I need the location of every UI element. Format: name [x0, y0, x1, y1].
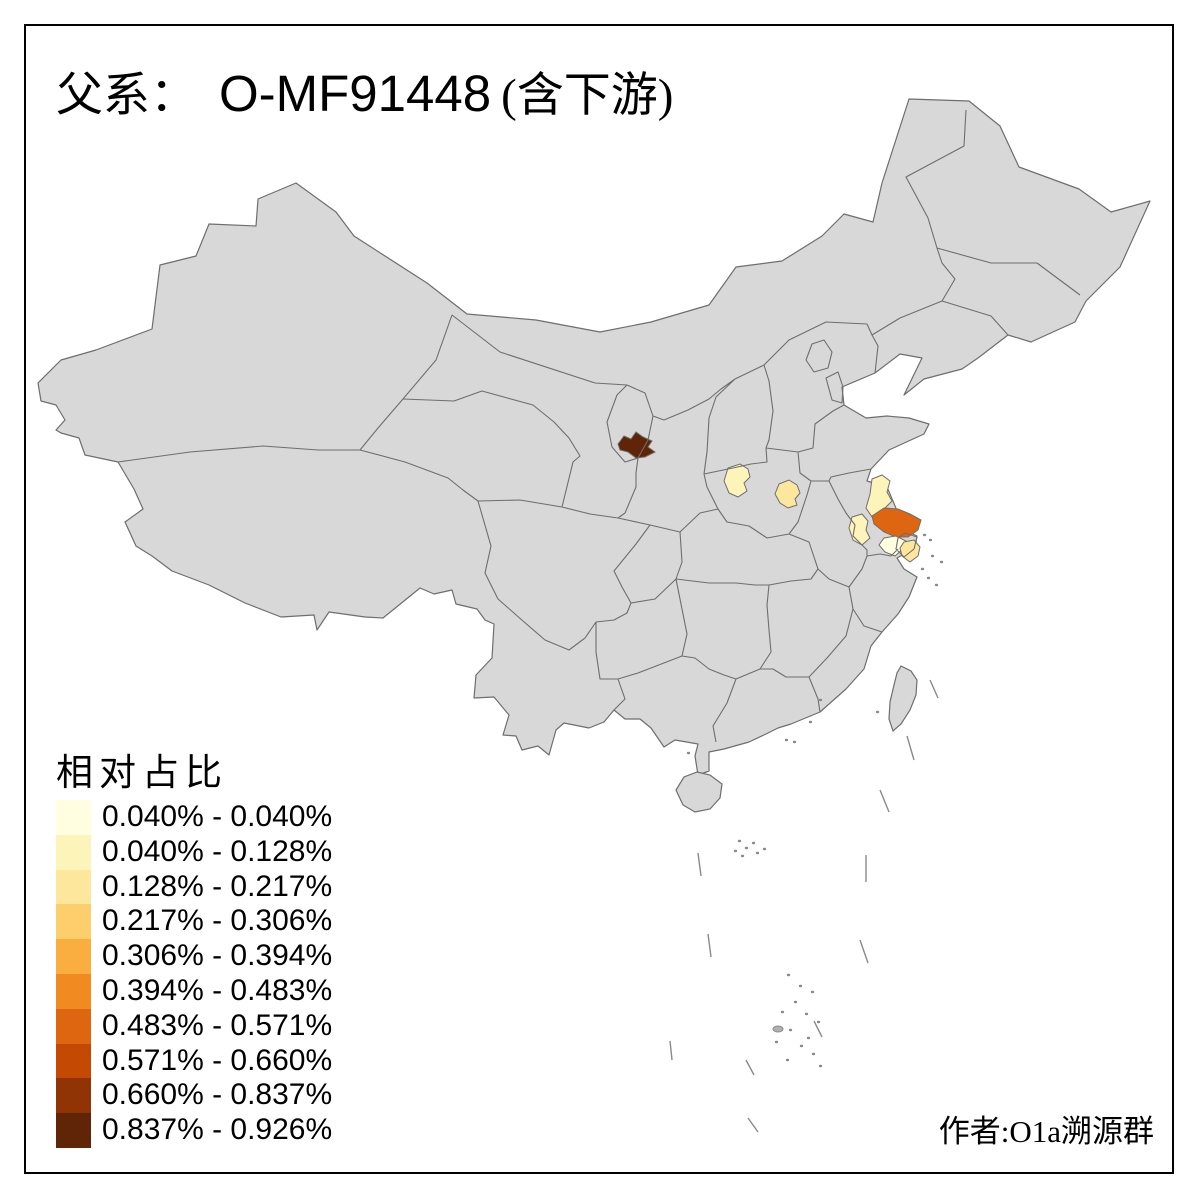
legend-row: 0.837% - 0.926% [56, 1113, 332, 1148]
spratly-main-islet [772, 1025, 784, 1033]
legend-range-label: 0.483% - 0.571% [102, 1008, 333, 1042]
legend-color-swatch [56, 1043, 91, 1079]
legend-title: 相对占比 [56, 753, 228, 794]
hainan-island-shape [675, 771, 723, 813]
legend-range-label: 0.040% - 0.040% [102, 800, 333, 833]
legend-color-swatch [56, 1113, 91, 1148]
province-borders [117, 109, 1081, 743]
region-central-henan [774, 479, 801, 509]
legend-row: 0.483% - 0.571% [56, 1008, 333, 1044]
legend-range-label: 0.837% - 0.926% [102, 1113, 333, 1147]
legend-color-swatch [56, 834, 91, 870]
legend-row: 0.040% - 0.128% [56, 834, 333, 870]
legend-range-label: 0.128% - 0.217% [102, 869, 333, 903]
highlight-regions [617, 431, 922, 563]
legend-range-label: 0.571% - 0.660% [102, 1043, 333, 1077]
legend-color-swatch [56, 1078, 91, 1114]
mainland-china-shape [37, 98, 1151, 776]
title-haplogroup-code: O-MF91448 [219, 65, 492, 122]
region-southeast-jiangsu-nantong [899, 539, 921, 563]
legend-row: 0.040% - 0.040% [56, 800, 332, 835]
legend-color-swatch [56, 904, 91, 940]
page-title: 父系： O-MF91448 (含下游) [56, 56, 673, 125]
legend-row: 0.394% - 0.483% [56, 973, 333, 1009]
legend-range-label: 0.217% - 0.306% [102, 904, 333, 938]
legend-color-swatch [56, 869, 91, 905]
legend-range-label: 0.306% - 0.394% [102, 939, 333, 973]
legend-row: 0.306% - 0.394% [56, 939, 332, 974]
legend-color-swatch [56, 800, 91, 835]
legend-range-label: 0.394% - 0.483% [102, 973, 333, 1007]
author-credit: 作者:O1a溯源群 [938, 1114, 1154, 1149]
legend-row: 0.660% - 0.837% [56, 1078, 333, 1114]
region-south-ningxia [617, 431, 656, 459]
nine-dash-line-segments [669, 679, 939, 1133]
legend-range-label: 0.040% - 0.128% [102, 834, 333, 868]
legend-color-swatch [56, 1008, 91, 1044]
legend-color-swatch [56, 973, 91, 1009]
legend-color-swatch [56, 939, 91, 974]
legend-row: 0.128% - 0.217% [56, 869, 333, 905]
sea-islands-dots [686, 533, 944, 1068]
legend-range-label: 0.660% - 0.837% [102, 1078, 333, 1112]
taiwan-island-shape [888, 665, 918, 733]
title-prefix: 父系： [56, 70, 197, 122]
region-west-henan [723, 463, 751, 498]
title-suffix: (含下游) [501, 70, 674, 122]
legend-row: 0.217% - 0.306% [56, 904, 333, 940]
legend-row: 0.571% - 0.660% [56, 1043, 333, 1079]
region-north-jiangsu [865, 474, 893, 518]
legend: 相对占比 0.040% - 0.040% 0.040% - 0.128% 0.128… [56, 742, 332, 1148]
region-east-jiangsu-yancheng [871, 507, 922, 538]
legend-rows: 0.040% - 0.040% 0.040% - 0.128% 0.128% - 0… [56, 800, 332, 1148]
